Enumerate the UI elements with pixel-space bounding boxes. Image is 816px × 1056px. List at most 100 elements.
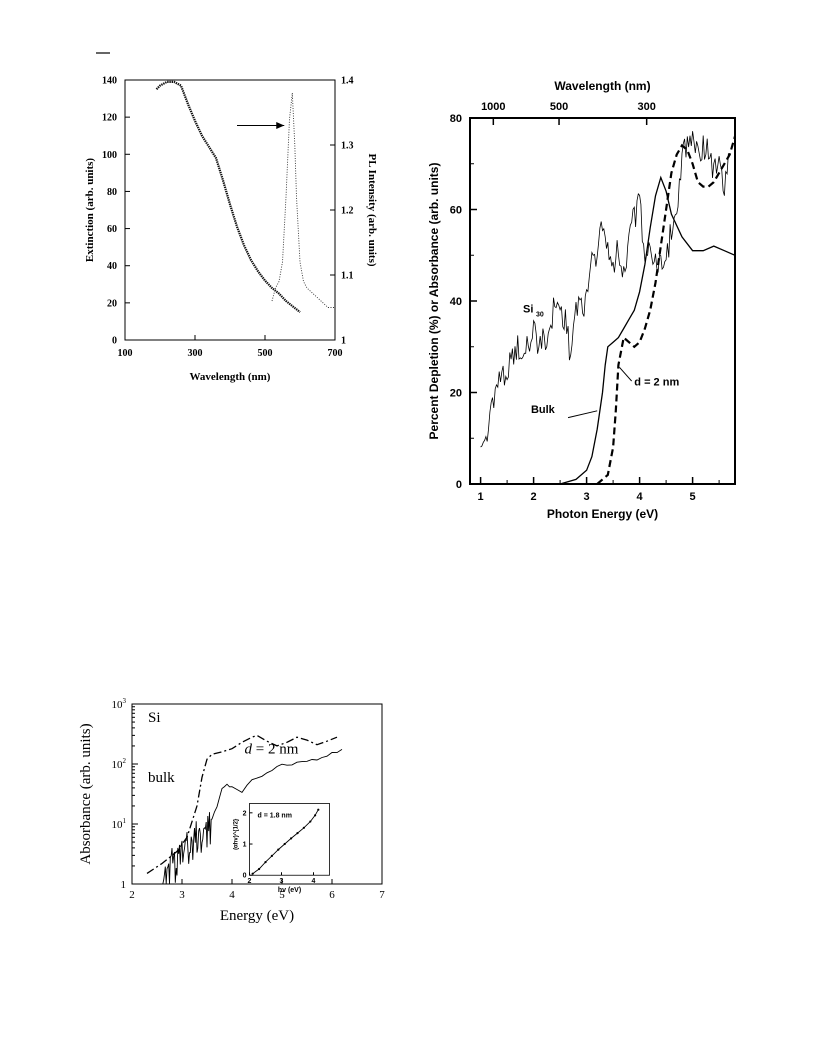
inset-point [296, 832, 299, 835]
label-d2nm: d = 2 nm [245, 741, 299, 757]
series-bulk [162, 749, 343, 885]
x-tick-label: 3 [584, 491, 590, 503]
x2-tick-label: 300 [637, 101, 655, 113]
series-extinction [155, 80, 301, 313]
x-tick-label: 300 [188, 348, 203, 359]
label-d-rest: = 2 nm [252, 741, 299, 757]
inset-point [264, 861, 267, 864]
series-si30 [480, 131, 729, 448]
inset-point [317, 808, 320, 811]
y2-axis-label: PL Intensity (arb. units) [366, 153, 378, 266]
y2-tick-label: 1.4 [341, 76, 354, 87]
y-tick-label: 0 [112, 336, 117, 347]
label-si30-subscript: 30 [536, 311, 544, 318]
y-tick-label: 103 [112, 697, 127, 711]
figure-depletion-absorbance: 1 2 3 4 5 0 20 40 60 80 1000 500 300 Photon Energy (e… [427, 79, 737, 521]
y2-tick-label: 1.2 [341, 206, 354, 217]
x-tick-label: 4 [229, 889, 235, 901]
x-tick-label: 2 [129, 889, 135, 901]
inset-series-line [252, 809, 319, 875]
y-tick-label: 20 [450, 388, 462, 400]
label-si: Si [148, 710, 161, 726]
plot-frame [124, 79, 336, 341]
y2-tick-label: 1 [341, 336, 346, 347]
label-si30: Si [523, 303, 533, 315]
y-tick-label: 40 [107, 261, 117, 272]
x2-axis-label: Wavelength (nm) [554, 79, 650, 93]
inset-annotation: d = 1.8 nm [258, 812, 292, 819]
y-tick-label: 20 [107, 298, 117, 309]
inset-point [302, 826, 305, 829]
y-tick-label: 1 [121, 879, 127, 891]
y-tick-label: 120 [102, 113, 117, 124]
inset-x-tick-label: 3 [280, 878, 284, 885]
y-tick-base: 10 [112, 819, 124, 831]
series-pl [271, 92, 335, 308]
y-axis-label: Extinction (arb. units) [84, 158, 96, 263]
y-tick-base: 10 [112, 699, 124, 711]
inset-point [251, 872, 254, 875]
x-tick-label: 100 [118, 348, 133, 359]
y-tick-label: 140 [102, 76, 117, 87]
inset-point [270, 854, 273, 857]
y-tick-label: 60 [107, 224, 117, 235]
x-tick-label: 3 [179, 889, 185, 901]
inset-point [290, 837, 293, 840]
y-tick-label: 60 [450, 205, 462, 217]
inset-x-tick-label: 4 [312, 878, 316, 885]
x-tick-label: 6 [329, 889, 335, 901]
inset-y-tick-label: 0 [243, 873, 247, 880]
x-tick-label: 2 [531, 491, 537, 503]
arrow-head [276, 122, 285, 129]
inset-point [283, 842, 286, 846]
inset-y-tick-label: 1 [243, 842, 247, 849]
inset-x-tick-label: 2 [248, 878, 252, 885]
y-tick-exponent: 3 [123, 697, 127, 705]
series-d2nm [596, 135, 737, 485]
pointer-bulk [567, 410, 598, 419]
x-tick-label: 700 [328, 348, 343, 359]
y-tick-label: 100 [102, 150, 117, 161]
y2-tick-label: 1.1 [341, 271, 354, 282]
y-tick-base: 10 [112, 759, 124, 771]
inset-point [258, 867, 261, 871]
label-bulk: Bulk [531, 404, 556, 416]
x-tick-label: 500 [258, 348, 273, 359]
x-tick-label: 5 [279, 889, 285, 901]
y-axis-label: Percent Depletion (%) or Absorbance (arb… [427, 163, 441, 440]
inset-y-tick-label: 2 [243, 810, 247, 817]
y-axis-label: Absorbance (arb. units) [78, 723, 94, 864]
x-tick-label: 1 [478, 491, 484, 503]
x2-tick-label: 1000 [481, 101, 505, 113]
inset-point [277, 848, 280, 851]
x-axis-label: Energy (eV) [220, 908, 294, 924]
series-bulk [559, 175, 736, 485]
y-tick-label: 101 [112, 817, 127, 831]
inset-y-axis-label: (αhv)^{1/2} [234, 818, 240, 850]
y-tick-label: 102 [112, 757, 127, 771]
y-tick-exponent: 2 [123, 757, 127, 765]
inset-point [314, 814, 317, 817]
label-d-italic: d [245, 741, 253, 757]
plot-frame [131, 703, 383, 885]
y-tick-label: 0 [456, 479, 462, 491]
x2-tick-label: 500 [550, 101, 568, 113]
series-d2nm [146, 734, 338, 874]
inset-x-axis-label: hv (eV) [278, 887, 301, 894]
y-tick-label: 80 [450, 113, 462, 125]
y2-tick-label: 1.3 [341, 141, 354, 152]
y-tick-label: 80 [107, 187, 117, 198]
inset-point [309, 820, 312, 823]
y-tick-base: 1 [121, 879, 127, 891]
y-tick-label: 40 [450, 296, 462, 308]
y-tick-exponent: 1 [123, 817, 127, 825]
figure-extinction-pl: 100 300 500 700 0 20 40 60 80 100 120 140 1 1.1 1.2 1.3… [84, 76, 378, 384]
x-axis-label: Photon Energy (eV) [547, 507, 658, 521]
x-tick-label: 7 [379, 889, 385, 901]
pointer-d2nm [619, 367, 633, 382]
page-mark [96, 52, 110, 54]
x-tick-label: 4 [637, 491, 644, 503]
x-tick-label: 5 [690, 491, 696, 503]
label-bulk: bulk [148, 770, 175, 786]
